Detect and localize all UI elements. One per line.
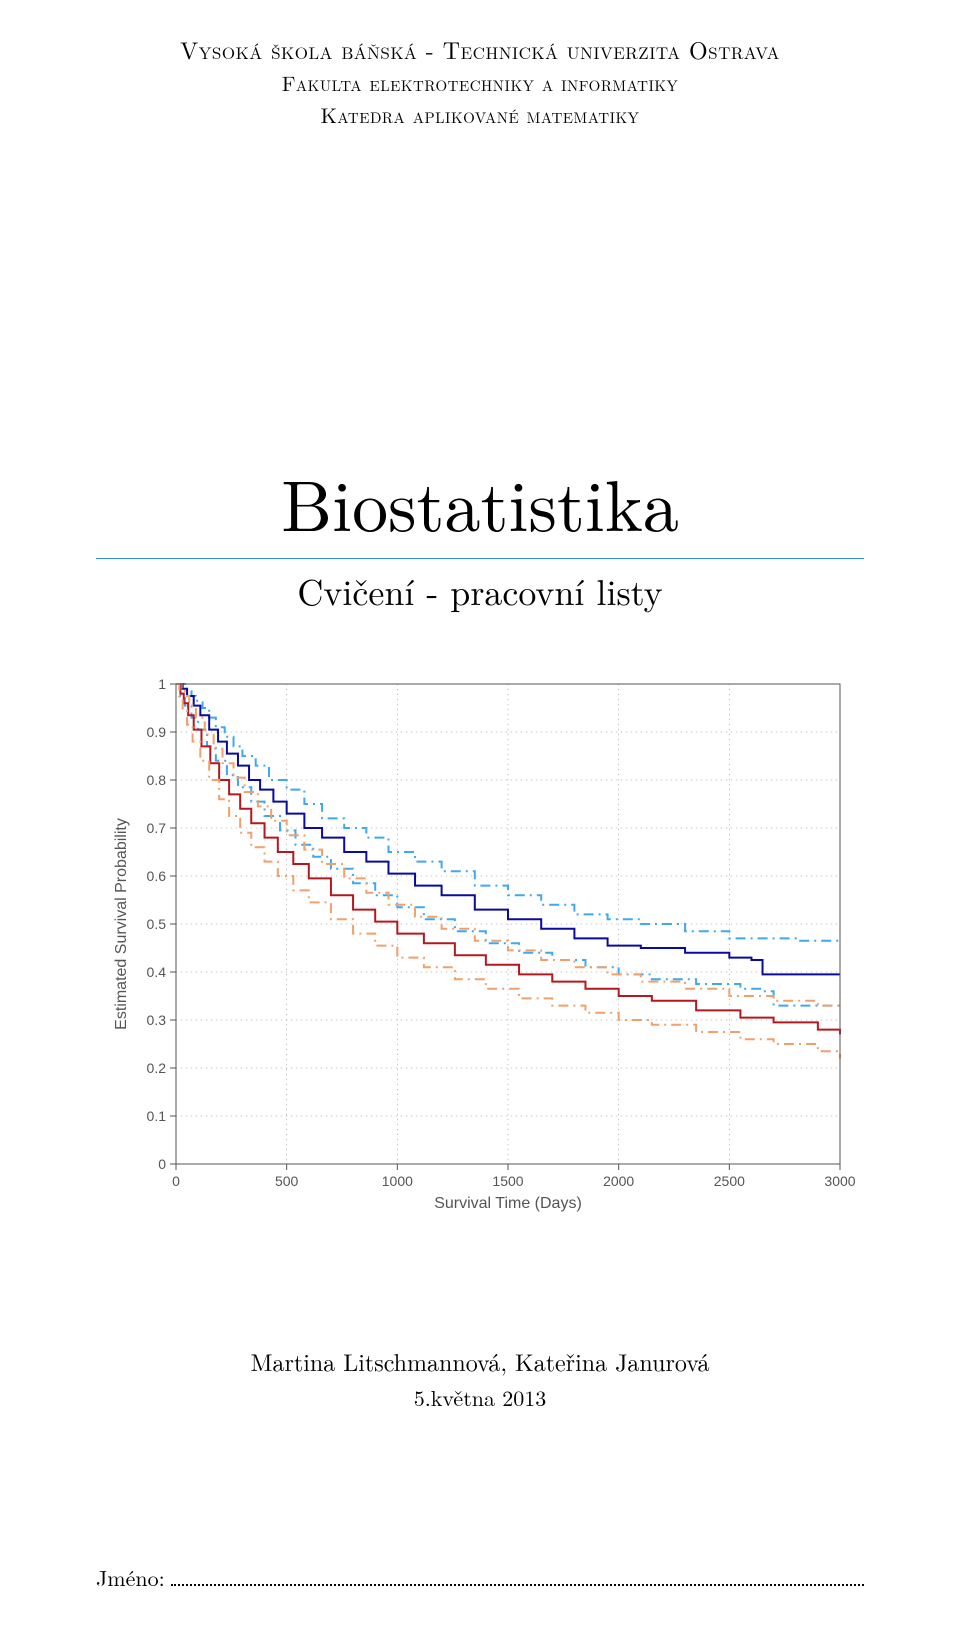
title-rule [96, 558, 864, 559]
svg-text:2000: 2000 [603, 1173, 634, 1189]
svg-text:0.6: 0.6 [147, 868, 167, 884]
svg-text:0.2: 0.2 [147, 1060, 167, 1076]
main-title: Biostatistika [0, 450, 960, 552]
svg-text:0.5: 0.5 [147, 916, 167, 932]
date: 5.května 2013 [0, 1382, 960, 1413]
faculty-line: Fakulta elektrotechniky a informatiky [0, 68, 960, 98]
svg-text:Survival Time (Days): Survival Time (Days) [434, 1195, 582, 1212]
svg-text:0.8: 0.8 [147, 772, 167, 788]
svg-text:1500: 1500 [492, 1173, 523, 1189]
svg-text:0.4: 0.4 [147, 964, 167, 980]
name-label: Jméno: [96, 1562, 165, 1593]
svg-text:Estimated Survival Probability: Estimated Survival Probability [113, 818, 130, 1030]
svg-text:2500: 2500 [714, 1173, 745, 1189]
name-field: Jméno: [96, 1562, 864, 1593]
svg-text:0: 0 [158, 1156, 166, 1172]
svg-text:3000: 3000 [824, 1173, 855, 1189]
svg-text:0.9: 0.9 [147, 724, 167, 740]
svg-text:0.7: 0.7 [147, 820, 167, 836]
subtitle: Cvičení - pracovní listy [0, 565, 960, 616]
header-block: Vysoká škola báňská - Technická univerzi… [0, 0, 960, 130]
svg-text:0.1: 0.1 [147, 1108, 167, 1124]
survival-chart: 0 0.1 0.2 0.3 0.4 0.5 0.6 0.7 0.8 0.9 1 0 500 1000 150… [100, 664, 860, 1224]
page: Vysoká škola báňská - Technická univerzi… [0, 0, 960, 1641]
svg-text:0: 0 [172, 1173, 180, 1189]
svg-text:0.3: 0.3 [147, 1012, 167, 1028]
department-line: Katedra aplikované matematiky [0, 100, 960, 130]
name-dots [171, 1584, 864, 1586]
svg-text:1: 1 [158, 676, 166, 692]
university-line: Vysoká škola báňská - Technická univerzi… [0, 0, 960, 66]
svg-text:500: 500 [275, 1173, 299, 1189]
authors: Martina Litschmannová, Kateřina Janurová [0, 1344, 960, 1378]
svg-text:1000: 1000 [382, 1173, 413, 1189]
